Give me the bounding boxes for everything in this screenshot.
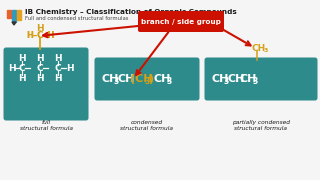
- Text: CH: CH: [154, 74, 172, 84]
- Text: H: H: [36, 73, 44, 82]
- Text: 3: 3: [223, 77, 229, 86]
- Text: H–C–H: H–C–H: [26, 30, 54, 39]
- Text: H: H: [36, 53, 44, 62]
- Text: 3: 3: [166, 77, 172, 86]
- Text: partially condensed
structural formula: partially condensed structural formula: [232, 120, 290, 131]
- Bar: [17, 10, 21, 20]
- Text: C: C: [55, 64, 61, 73]
- Text: CH: CH: [252, 44, 266, 53]
- Text: 3: 3: [263, 48, 268, 53]
- Text: C: C: [19, 64, 25, 73]
- Bar: [7, 10, 11, 18]
- FancyBboxPatch shape: [204, 57, 317, 100]
- Text: CH: CH: [227, 74, 244, 84]
- FancyBboxPatch shape: [94, 57, 199, 100]
- Text: H: H: [54, 73, 62, 82]
- Text: H: H: [18, 73, 26, 82]
- Text: H–Ċ–H: H–Ċ–H: [26, 30, 54, 39]
- Bar: [12, 10, 16, 22]
- Text: 3: 3: [252, 77, 258, 86]
- FancyBboxPatch shape: [138, 11, 224, 32]
- Text: branch / side group: branch / side group: [141, 19, 221, 24]
- Text: CH: CH: [211, 74, 228, 84]
- Text: 3: 3: [145, 77, 150, 86]
- Polygon shape: [12, 22, 16, 25]
- Text: C: C: [37, 64, 43, 73]
- Text: H: H: [54, 53, 62, 62]
- Text: H: H: [8, 64, 16, 73]
- Text: condensed
structural formula: condensed structural formula: [121, 120, 173, 131]
- Text: CH: CH: [240, 74, 257, 84]
- FancyBboxPatch shape: [4, 48, 89, 120]
- Text: 3: 3: [114, 77, 119, 86]
- Text: CH: CH: [101, 74, 118, 84]
- Text: H: H: [66, 64, 74, 73]
- Text: H: H: [36, 24, 44, 33]
- Text: full
structural formula: full structural formula: [20, 120, 73, 131]
- Text: H: H: [18, 53, 26, 62]
- Text: CH: CH: [117, 74, 134, 84]
- Text: (CH: (CH: [130, 74, 153, 84]
- Text: Full and condensed structural formulas: Full and condensed structural formulas: [25, 16, 129, 21]
- Text: ): ): [148, 74, 154, 84]
- Text: IB Chemistry – Classification of Organic Compounds: IB Chemistry – Classification of Organic…: [25, 9, 237, 15]
